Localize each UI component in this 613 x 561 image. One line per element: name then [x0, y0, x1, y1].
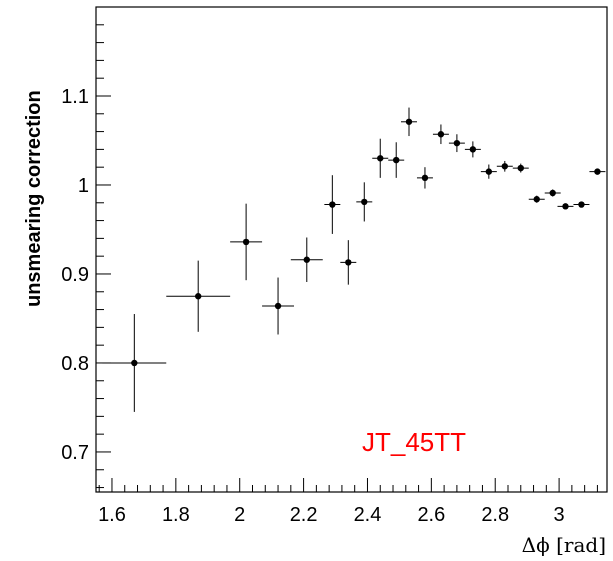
x-tick-label: 2.2 — [290, 504, 318, 526]
marker — [562, 203, 569, 210]
data-point — [448, 134, 465, 153]
x-tick-label: 2 — [234, 504, 245, 526]
x-tick-label: 2.8 — [481, 504, 509, 526]
chart-annotation: JT_45TT — [362, 427, 466, 457]
tick-labels: 1.6 1.8 2 2.2 2.4 2.6 2.8 3 0.7 0.8 0.9 1 1.1 — [61, 86, 564, 526]
data-point — [340, 240, 357, 285]
marker — [549, 189, 556, 197]
x-tick-label: 1.8 — [162, 504, 190, 526]
marker — [329, 201, 336, 208]
marker — [437, 131, 445, 138]
data-point — [573, 201, 590, 208]
data-point — [528, 195, 545, 203]
marker — [533, 196, 540, 203]
marker — [453, 139, 461, 147]
plot-frame — [95, 6, 608, 493]
marker — [594, 168, 601, 175]
y-tick-label: 1.1 — [61, 86, 89, 108]
data-point — [589, 168, 606, 175]
data-points — [102, 107, 606, 412]
marker — [303, 256, 310, 263]
data-point — [262, 277, 295, 335]
data-point — [356, 182, 373, 222]
marker — [578, 201, 585, 208]
marker — [131, 359, 138, 367]
x-axis-label: Δϕ [rad] — [522, 533, 606, 557]
data-point — [512, 163, 529, 173]
marker — [469, 146, 477, 153]
data-point — [166, 260, 231, 332]
x-tick-label: 2.4 — [354, 504, 382, 526]
y-tick-label: 0.8 — [61, 353, 89, 375]
marker — [501, 163, 508, 170]
axis-ticks — [96, 6, 598, 492]
data-point — [557, 203, 574, 210]
marker — [345, 259, 352, 266]
marker — [242, 238, 250, 246]
marker — [274, 302, 282, 310]
marker — [361, 198, 368, 206]
data-point — [324, 175, 341, 234]
marker — [405, 118, 413, 125]
x-tick-label: 1.6 — [98, 504, 126, 526]
data-point — [416, 167, 433, 189]
marker — [393, 156, 400, 164]
marker — [485, 168, 493, 175]
data-point — [432, 124, 449, 145]
marker — [377, 155, 384, 162]
data-point — [388, 142, 405, 178]
marker — [195, 293, 202, 300]
data-point — [230, 203, 263, 281]
data-point — [401, 107, 417, 137]
y-tick-label: 0.7 — [61, 442, 89, 464]
data-point — [290, 237, 323, 282]
x-tick-label: 2.6 — [417, 504, 445, 526]
y-axis-label: unsmearing correction — [23, 90, 45, 307]
data-point — [480, 164, 497, 179]
data-point — [464, 141, 481, 158]
data-point — [102, 314, 167, 412]
x-tick-label: 3 — [554, 504, 565, 526]
y-tick-label: 0.9 — [61, 264, 89, 286]
data-point — [496, 160, 513, 172]
marker — [517, 164, 524, 172]
marker — [421, 174, 429, 182]
y-tick-label: 1 — [78, 175, 89, 197]
data-point — [544, 189, 561, 197]
data-point — [372, 138, 389, 178]
